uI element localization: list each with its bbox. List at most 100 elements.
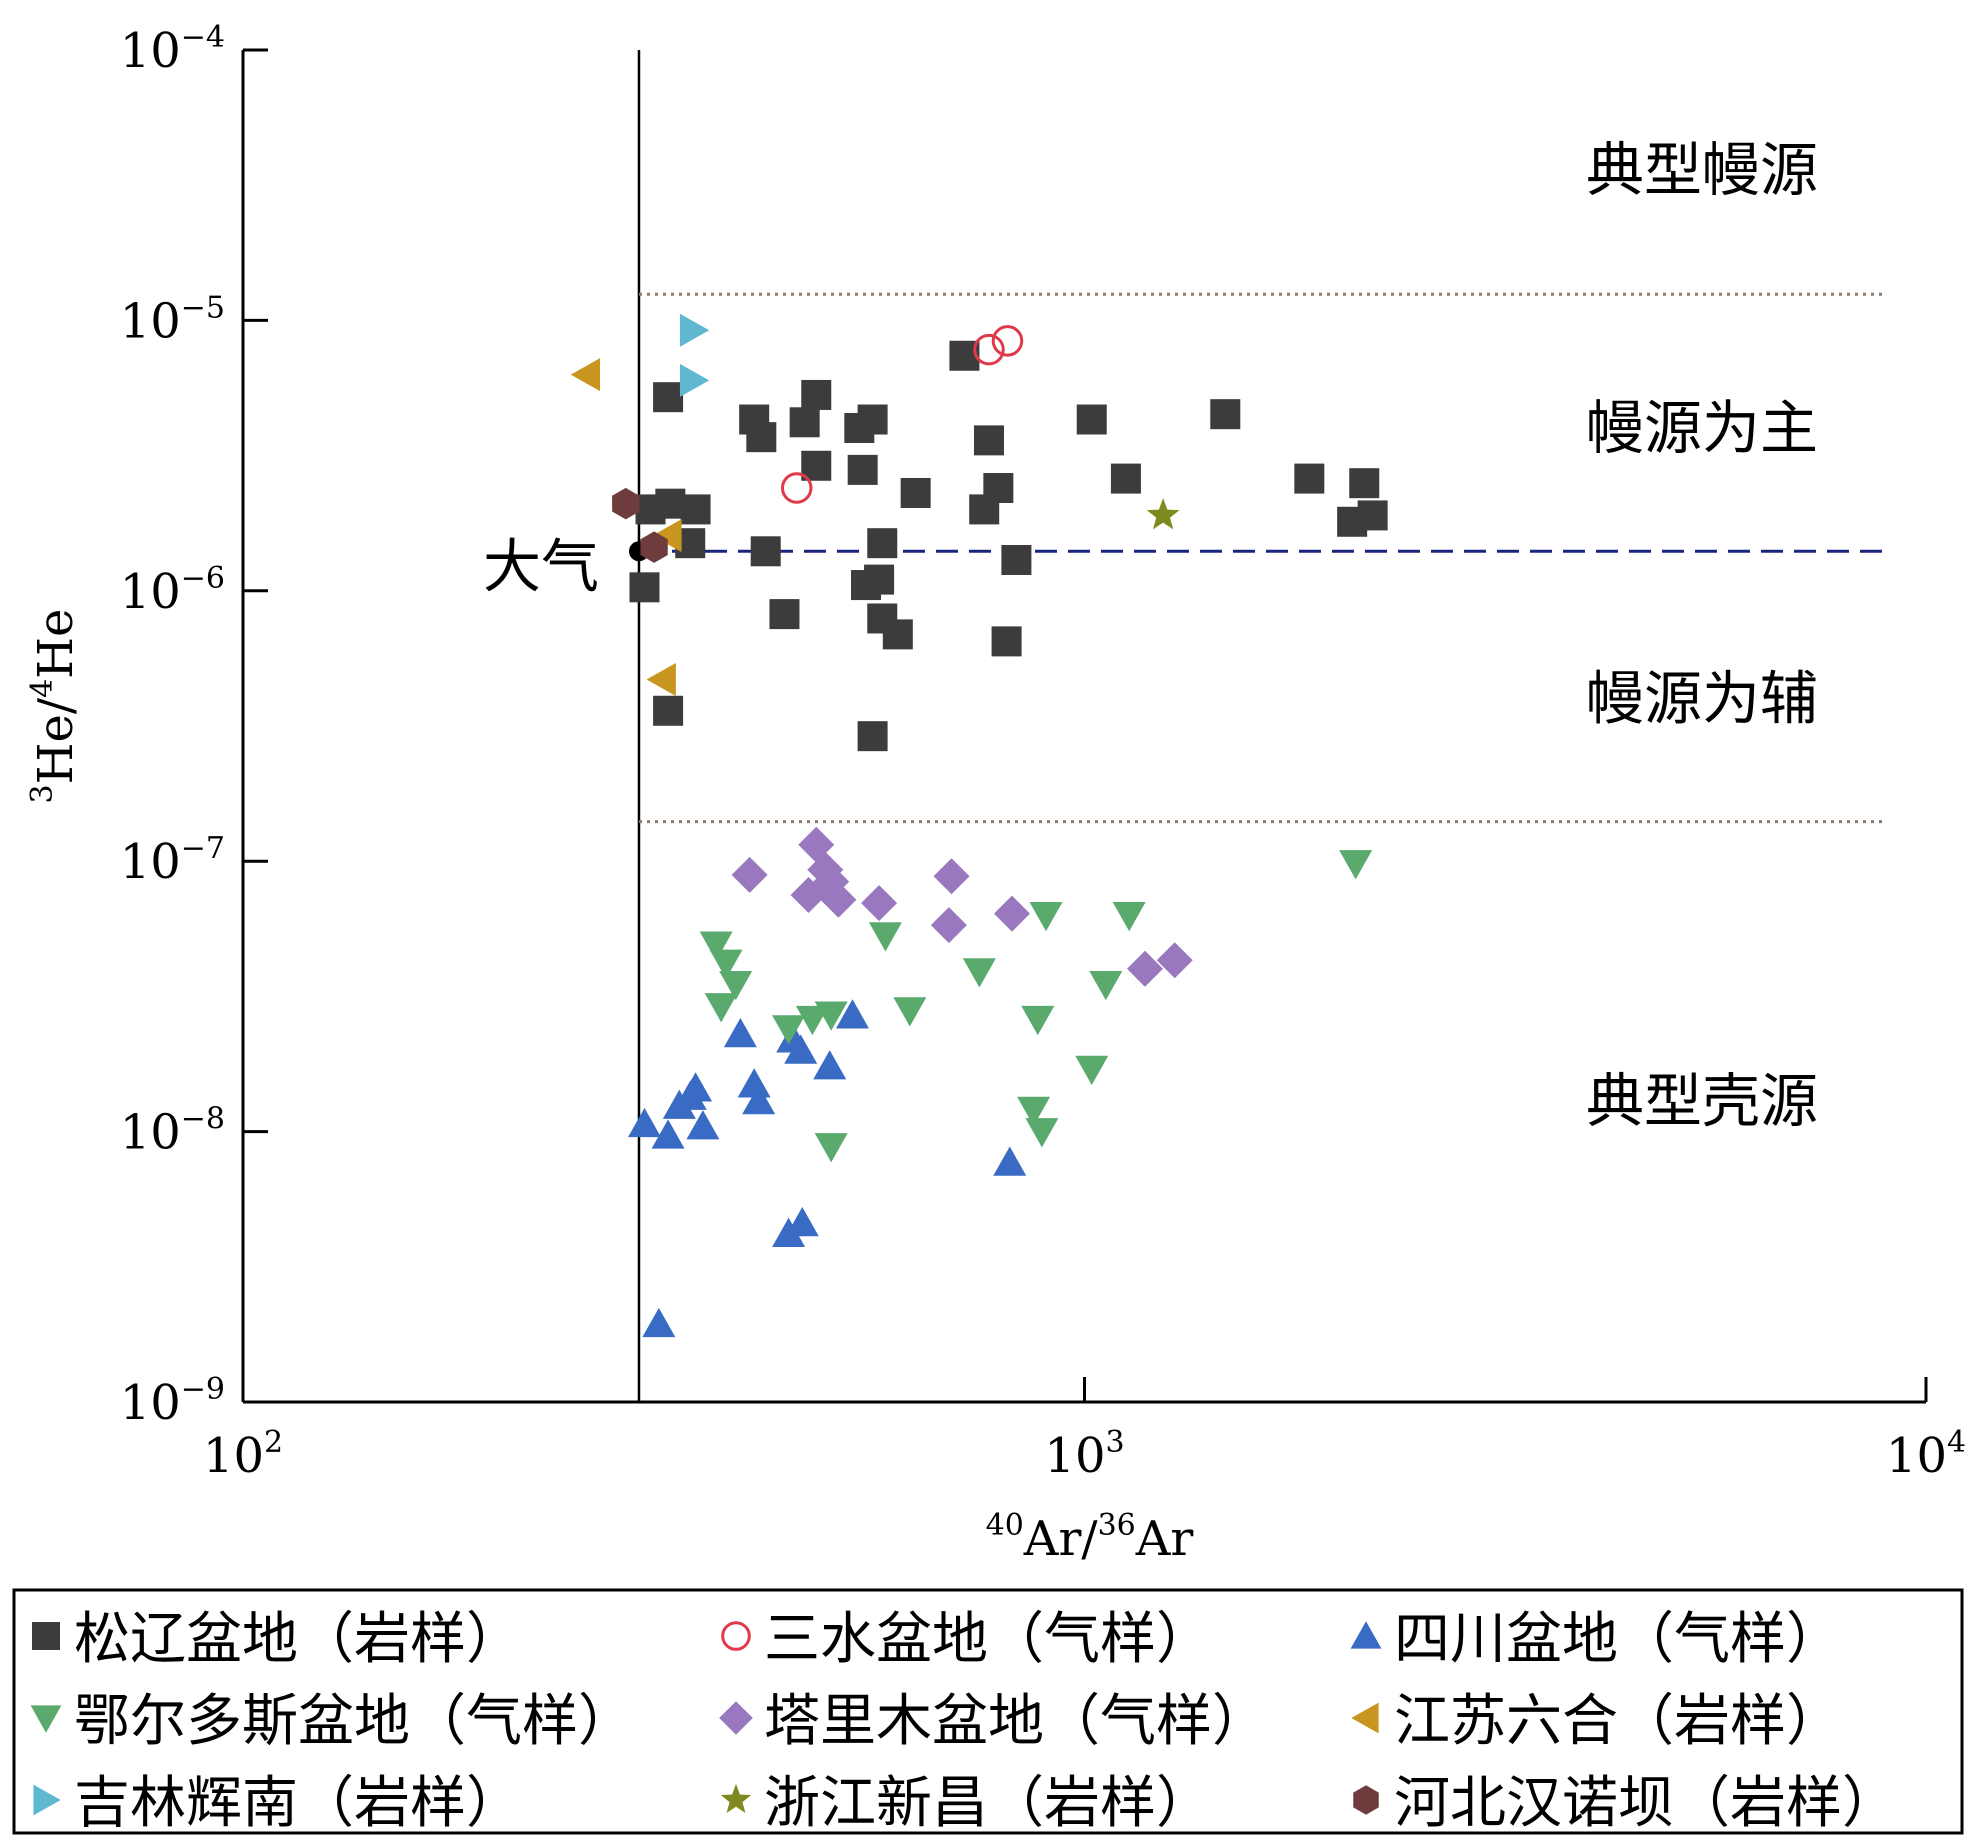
region-label: 幔源为主 bbox=[1586, 394, 1818, 462]
data-point bbox=[814, 1133, 848, 1163]
legend-marker bbox=[1350, 1621, 1382, 1649]
data-point bbox=[785, 1207, 819, 1237]
data-point bbox=[1029, 901, 1063, 932]
data-point bbox=[962, 958, 996, 988]
legend-label: 鄂尔多斯盆地（气样） bbox=[74, 1689, 634, 1754]
data-point bbox=[642, 1307, 676, 1338]
y-tick-label: 10−4 bbox=[120, 20, 225, 79]
data-point bbox=[969, 494, 1000, 525]
region-label: 幔源为辅 bbox=[1586, 664, 1818, 732]
series-3 bbox=[699, 850, 1373, 1163]
legend-marker bbox=[719, 1701, 753, 1735]
x-axis-title: 40Ar/36Ar bbox=[986, 1508, 1194, 1567]
data-point bbox=[993, 1146, 1027, 1176]
data-point bbox=[814, 1001, 848, 1031]
data-point bbox=[655, 488, 686, 519]
data-point bbox=[930, 907, 967, 944]
legend-marker bbox=[33, 1784, 61, 1816]
y-tick-label: 10−8 bbox=[120, 1102, 225, 1161]
data-point bbox=[653, 695, 684, 726]
x-tick-label: 104 bbox=[1886, 1425, 1966, 1484]
x-tick-label: 103 bbox=[1044, 1425, 1124, 1484]
data-point bbox=[973, 333, 1005, 366]
data-point bbox=[1210, 399, 1241, 430]
data-point bbox=[679, 363, 710, 397]
data-point bbox=[627, 1107, 661, 1138]
data-point bbox=[813, 1050, 847, 1080]
data-point bbox=[973, 425, 1004, 456]
data-point bbox=[991, 325, 1024, 357]
series-6 bbox=[679, 313, 710, 397]
data-point bbox=[1126, 950, 1163, 987]
data-point bbox=[861, 885, 898, 922]
data-point bbox=[612, 487, 640, 520]
series-2 bbox=[627, 999, 1027, 1338]
legend-marker bbox=[1353, 1785, 1379, 1815]
legend-label: 河北汉诺坝（岩样） bbox=[1394, 1771, 1898, 1836]
data-point bbox=[780, 472, 813, 504]
series-5 bbox=[570, 358, 682, 696]
data-point bbox=[789, 407, 820, 438]
series-8 bbox=[612, 487, 668, 563]
data-point bbox=[1339, 850, 1373, 880]
data-point bbox=[686, 1110, 720, 1140]
data-point bbox=[731, 856, 768, 893]
legend-label: 松辽盆地（岩样） bbox=[74, 1607, 522, 1672]
data-point bbox=[709, 949, 743, 979]
data-point bbox=[629, 572, 660, 603]
axes: 10−9 10−8 10−7 10−6 10−5 10−4 102 103 104 40Ar/36… bbox=[25, 20, 1966, 1567]
data-point bbox=[867, 528, 898, 559]
data-point bbox=[1076, 404, 1107, 435]
data-point bbox=[847, 454, 878, 485]
legend-marker bbox=[32, 1622, 60, 1650]
region-label: 典型幔源 bbox=[1586, 136, 1818, 204]
air-point-label: 大气 bbox=[483, 532, 599, 600]
series-1 bbox=[780, 325, 1024, 504]
data-point bbox=[673, 1080, 707, 1110]
data-point bbox=[653, 382, 684, 413]
data-point bbox=[835, 999, 869, 1029]
data-point bbox=[746, 422, 777, 453]
data-point bbox=[704, 993, 738, 1023]
data-point bbox=[1110, 463, 1141, 494]
data-point bbox=[857, 721, 888, 752]
data-point bbox=[1337, 506, 1368, 537]
data-point bbox=[769, 599, 800, 630]
data-point bbox=[893, 997, 927, 1027]
legend-box bbox=[12, 1588, 1964, 1835]
data-point bbox=[991, 626, 1022, 657]
data-point bbox=[1294, 463, 1325, 494]
data-point bbox=[784, 1034, 818, 1064]
data-point bbox=[679, 313, 710, 347]
data-point bbox=[570, 358, 601, 392]
data-point bbox=[640, 531, 668, 563]
data-point bbox=[1001, 544, 1032, 575]
legend-marker bbox=[1351, 1702, 1379, 1734]
data-point bbox=[1349, 468, 1380, 499]
y-tick-label: 10−7 bbox=[120, 831, 225, 890]
data-point bbox=[1112, 901, 1146, 932]
data-point bbox=[1017, 1096, 1051, 1126]
legend: 松辽盆地（岩样） 三水盆地（气样） 四川盆地（气样） 鄂尔多斯盆地（气样） 塔里木盆地（… bbox=[12, 1588, 1964, 1836]
y-tick-label: 10−9 bbox=[120, 1372, 225, 1431]
series-4 bbox=[731, 826, 1193, 987]
series-0 bbox=[629, 340, 1388, 752]
y-tick-label: 10−6 bbox=[120, 561, 225, 620]
data-point bbox=[742, 1085, 776, 1115]
data-point bbox=[900, 477, 931, 508]
data-points bbox=[570, 313, 1388, 1338]
data-point bbox=[820, 881, 857, 918]
data-point bbox=[864, 564, 895, 595]
data-point bbox=[737, 1068, 771, 1098]
data-point bbox=[651, 1119, 685, 1149]
data-point bbox=[801, 379, 832, 410]
data-point bbox=[1089, 970, 1123, 1001]
y-tick-label: 10−5 bbox=[120, 290, 225, 349]
data-point bbox=[795, 1005, 829, 1036]
data-point bbox=[699, 931, 733, 961]
data-point bbox=[868, 922, 902, 952]
data-point bbox=[750, 536, 781, 567]
x-tick-label: 102 bbox=[203, 1425, 283, 1484]
legend-marker bbox=[30, 1705, 62, 1733]
